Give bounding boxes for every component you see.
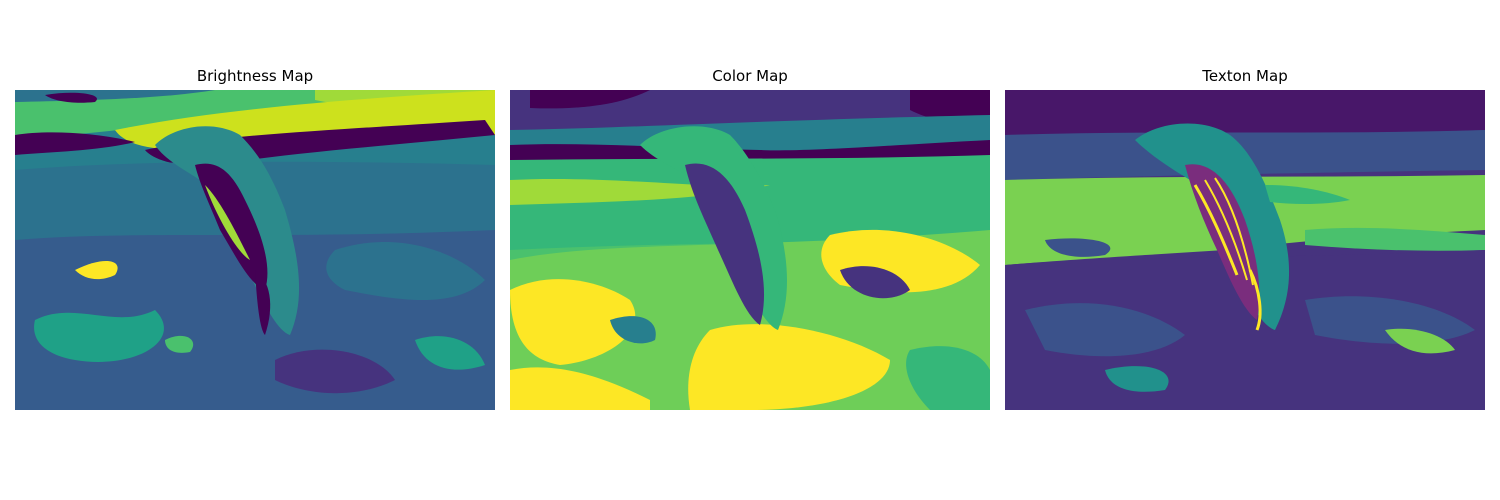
- color-map-title: Color Map: [712, 67, 788, 85]
- color-map-image: [510, 90, 990, 410]
- texton-map-title: Texton Map: [1202, 67, 1288, 85]
- texton-map-image: [1005, 90, 1485, 410]
- texton-map-panel: Texton Map: [1005, 0, 1485, 500]
- brightness-map-image: [15, 90, 495, 410]
- color-map-panel: Color Map: [510, 0, 990, 500]
- brightness-map-title: Brightness Map: [196, 67, 314, 85]
- brightness-map-panel: Brightness Map: [15, 0, 495, 500]
